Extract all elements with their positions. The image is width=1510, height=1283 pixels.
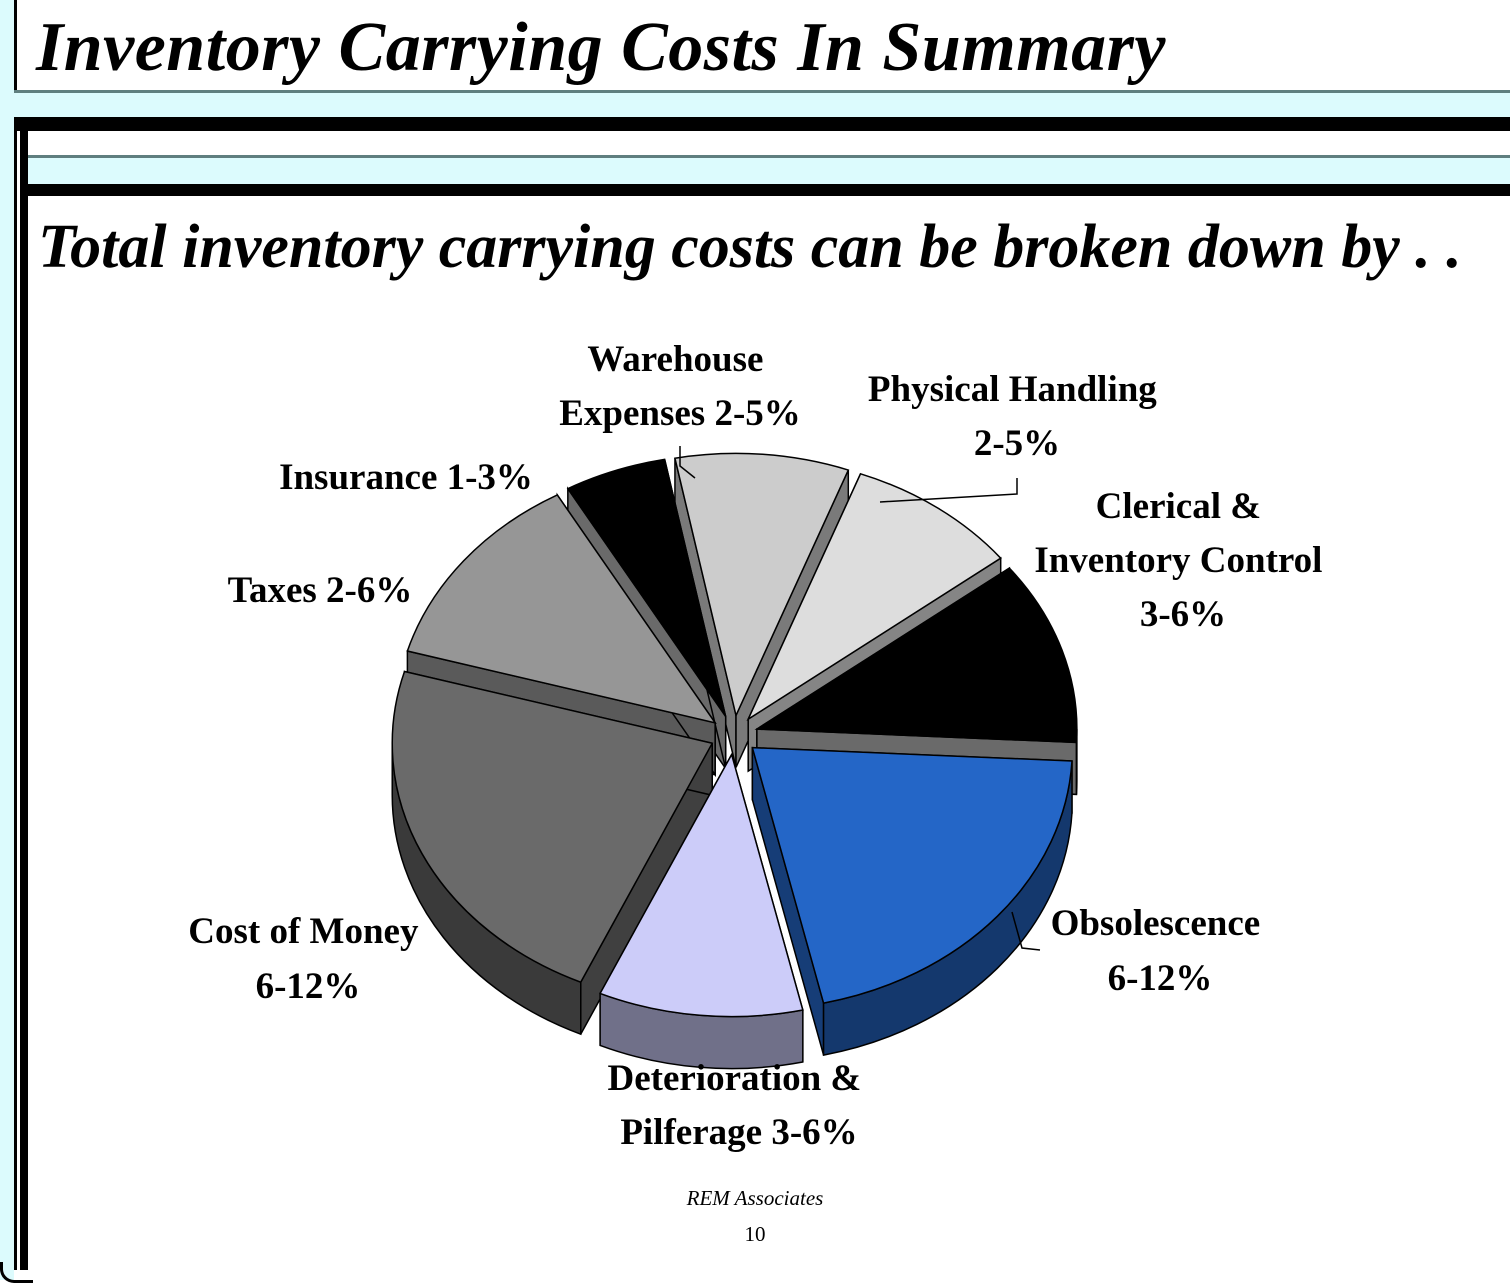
- label-money: Cost of Money 6-12%: [188, 911, 427, 1007]
- footer-page-number: 10: [0, 1222, 1510, 1247]
- label-clerical-line-1: Clerical &: [1096, 486, 1261, 527]
- pie-slices: [392, 453, 1077, 1068]
- label-taxes-line-1: Taxes 2-6%: [228, 570, 413, 611]
- footer-organization: REM Associates: [0, 1186, 1510, 1211]
- label-obsolescence-line-2: 6-12%: [1108, 958, 1213, 999]
- label-clerical: Clerical & Inventory Control 3-6%: [1034, 486, 1331, 635]
- label-deterioration-line-1: Deterioration &: [607, 1058, 861, 1099]
- label-obsolescence: Obsolescence 6-12%: [1051, 903, 1270, 999]
- label-money-line-2: 6-12%: [256, 966, 361, 1007]
- label-handling-line-1: Physical Handling: [868, 369, 1157, 410]
- label-deterioration-line-2: Pilferage 3-6%: [620, 1112, 857, 1153]
- label-handling: Physical Handling 2-5%: [868, 369, 1166, 464]
- label-deterioration: Deterioration & Pilferage 3-6%: [607, 1058, 870, 1153]
- label-handling-line-2: 2-5%: [974, 423, 1060, 464]
- label-insurance: Insurance 1-3%: [279, 457, 533, 498]
- label-insurance-line-1: Insurance 1-3%: [279, 457, 533, 498]
- label-obsolescence-line-1: Obsolescence: [1051, 903, 1261, 944]
- label-clerical-line-2: Inventory Control: [1034, 540, 1322, 581]
- label-clerical-line-3: 3-6%: [1140, 594, 1226, 635]
- label-money-line-1: Cost of Money: [188, 911, 419, 952]
- label-warehouse: Warehouse Expenses 2-5%: [559, 339, 801, 434]
- label-taxes: Taxes 2-6%: [228, 570, 413, 611]
- label-warehouse-line-1: Warehouse: [587, 339, 763, 380]
- label-warehouse-line-2: Expenses 2-5%: [559, 393, 801, 434]
